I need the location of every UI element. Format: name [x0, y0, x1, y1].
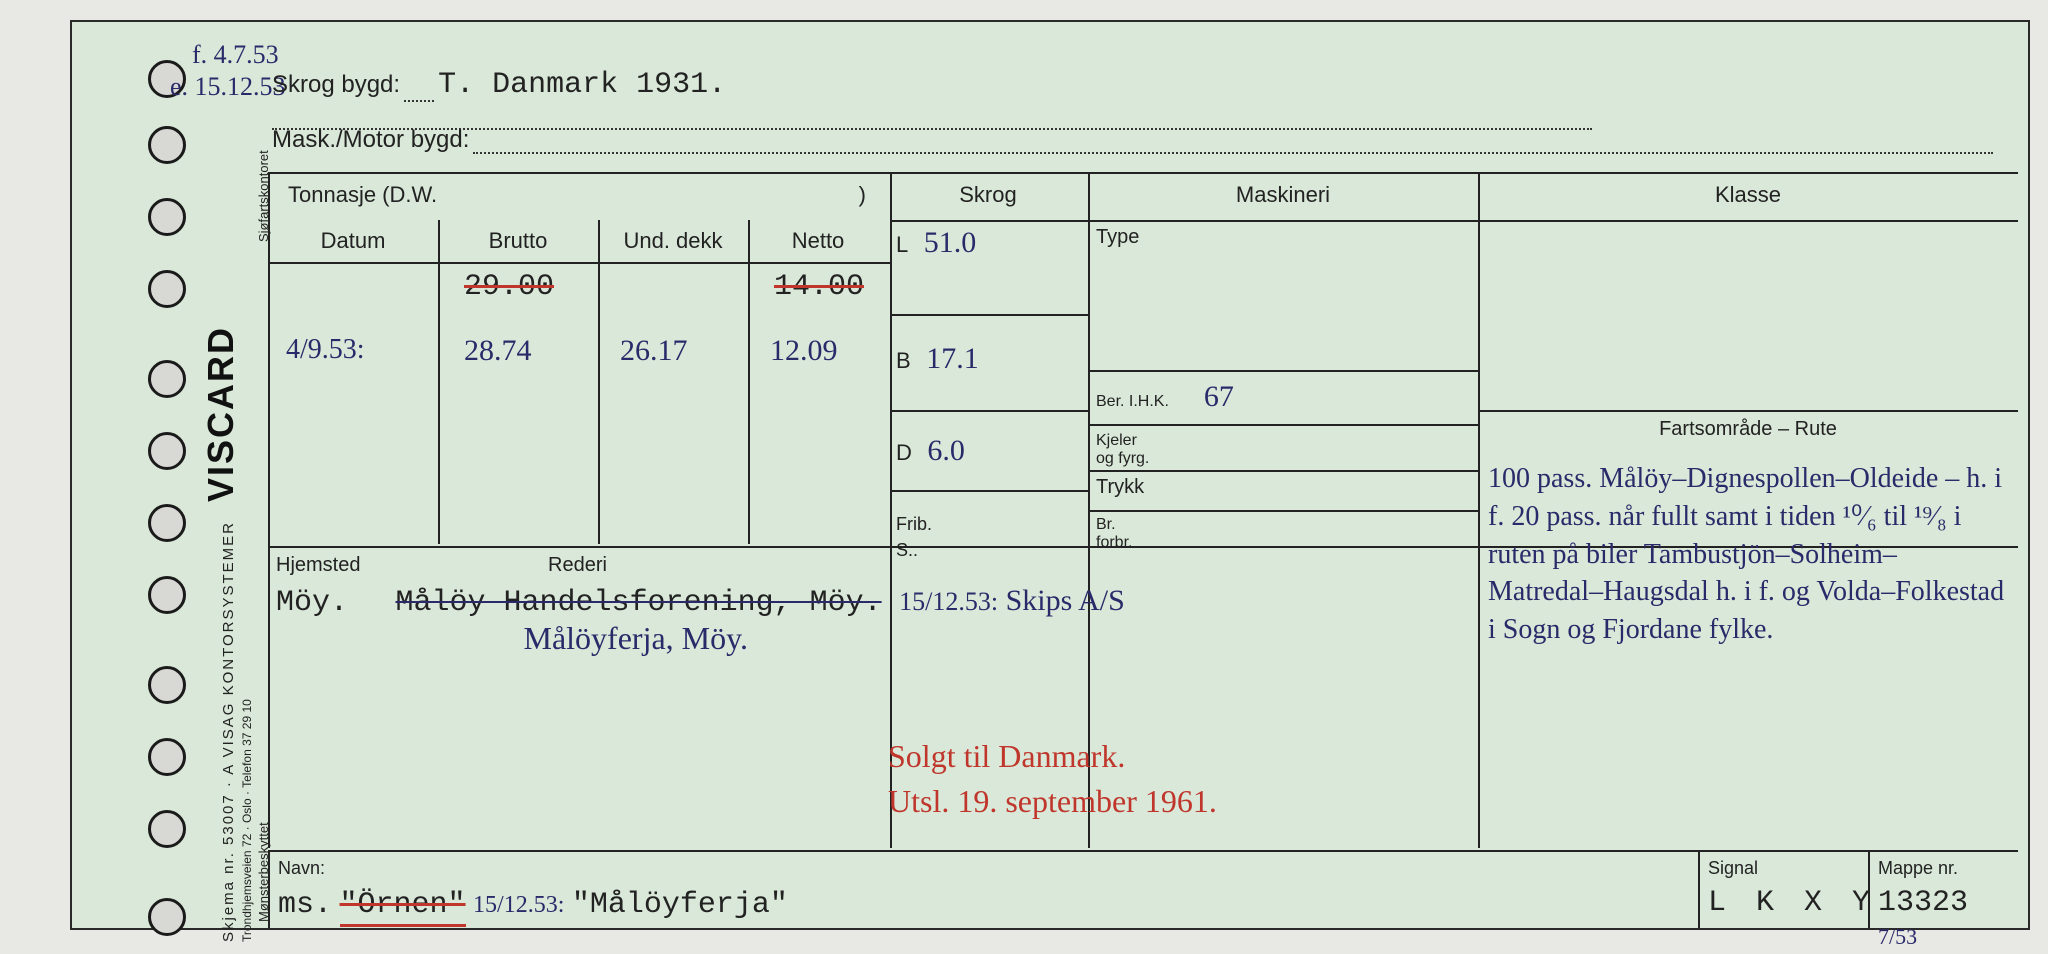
- header-motor-bygd: Mask./Motor bygd:: [272, 126, 2008, 154]
- rederi-note-date: 15/12.53:: [899, 587, 998, 616]
- navn-change-date: 15/12.53:: [473, 892, 564, 918]
- mappe-label: Mappe nr.: [1878, 858, 1958, 879]
- col-datum: Datum: [268, 228, 438, 254]
- skrog-title: Skrog: [898, 182, 1078, 208]
- sold-note: Solgt til Danmark. Utsl. 19. september 1…: [888, 734, 1217, 824]
- margin-line-2: Trondhjemsveien 72 · Oslo · Telefon 37 2…: [240, 699, 254, 942]
- navn-new: "Målöyferja": [572, 888, 788, 922]
- signal-value: L K X Y: [1708, 886, 1876, 920]
- left-margin: VISCARD Skjema nr. 53007 · A VISAG KONTO…: [198, 62, 258, 942]
- header-skrog-bygd: Skrog bygd: T. Danmark 1931.: [272, 68, 2008, 130]
- main-grid: Tonnasje (D.W. ) Datum Brutto Und. dekk …: [268, 172, 2018, 848]
- rederi-note-text: Skips A/S: [1006, 584, 1125, 617]
- rederi-line2: Målöyferja, Möy.: [524, 620, 749, 656]
- netto-1: 12.09: [770, 334, 838, 368]
- hjemsted-value: Möy.: [276, 586, 348, 620]
- skrog-B-value: 17.1: [926, 342, 979, 375]
- punch-hole: [148, 576, 186, 614]
- index-card: VISCARD Skjema nr. 53007 · A VISAG KONTO…: [70, 20, 2030, 930]
- punch-hole: [148, 666, 186, 704]
- top-handwritten-note-2: e. 15.12.53: [170, 72, 286, 102]
- hjemsted-label: Hjemsted: [276, 554, 360, 577]
- maskineri-type: Type: [1096, 226, 1476, 249]
- navn-old: "Örnen": [340, 888, 466, 927]
- punch-hole: [148, 270, 186, 308]
- fartsomrade-text: 100 pass. Målöy–Dignespollen–Oldeide – h…: [1488, 460, 2008, 649]
- navn-value: ms. "Örnen" 15/12.53: "Målöyferja": [278, 886, 788, 922]
- punch-hole: [148, 198, 186, 236]
- skrog-bygd-value: T. Danmark 1931.: [438, 68, 726, 102]
- maskineri-title: Maskineri: [1098, 182, 1468, 208]
- sold-line-1: Solgt til Danmark.: [888, 734, 1217, 779]
- brand-logo: VISCARD: [200, 326, 242, 502]
- tonnasje-row-1: 4/9.53: 28.74 26.17 12.09: [268, 334, 890, 394]
- punch-hole: [148, 810, 186, 848]
- punch-hole: [148, 504, 186, 542]
- maskineri-br: Br. forbr.: [1096, 516, 1476, 552]
- punch-hole: [148, 738, 186, 776]
- top-handwritten-note-1: f. 4.7.53: [192, 40, 279, 70]
- punch-hole: [148, 126, 186, 164]
- hjemsted-rederi-body: Möy. Målöy Handelsforening, Möy. 15/12.5…: [276, 584, 1278, 657]
- col-netto: Netto: [748, 228, 888, 254]
- signal-label: Signal: [1708, 858, 1758, 879]
- tonnasje-title: Tonnasje (D.W. ): [270, 182, 886, 208]
- col-und-dekk: Und. dekk: [598, 228, 748, 254]
- motor-bygd-label: Mask./Motor bygd:: [272, 126, 469, 153]
- tonnasje-columns: Datum Brutto Und. dekk Netto: [268, 220, 890, 264]
- netto-old: 14.00: [774, 270, 864, 304]
- skrog-D: D 6.0: [896, 434, 1086, 468]
- mappe-value: 13323 7/53: [1878, 886, 2018, 954]
- und-1: 26.17: [620, 334, 688, 368]
- rederi-label: Rederi: [548, 554, 607, 577]
- skrog-D-value: 6.0: [927, 434, 965, 467]
- maskineri-ihk: Ber. I.H.K. 67: [1096, 380, 1476, 414]
- fartsomrade-label: Fartsområde – Rute: [1488, 418, 2008, 441]
- maskineri-trykk: Trykk: [1096, 476, 1476, 499]
- navn-label: Navn:: [278, 858, 325, 879]
- punch-hole: [148, 360, 186, 398]
- ihk-value: 67: [1204, 380, 1234, 413]
- klasse-title: Klasse: [1488, 182, 2008, 208]
- rederi-old: Målöy Handelsforening, Möy.: [396, 586, 882, 620]
- skrog-bygd-label: Skrog bygd:: [272, 71, 400, 98]
- sold-line-2: Utsl. 19. september 1961.: [888, 779, 1217, 824]
- tonnasje-row-0: 29.00 14.00: [268, 270, 890, 330]
- skrog-L-value: 51.0: [924, 226, 977, 259]
- skrog-L: L 51.0: [896, 226, 1086, 260]
- tonnasje-body: 29.00 14.00 4/9.53: 28.74 26.17 12.09: [268, 264, 890, 544]
- punch-hole: [148, 432, 186, 470]
- skrog-B: B 17.1: [896, 342, 1086, 376]
- brutto-1: 28.74: [464, 334, 532, 368]
- brutto-old: 29.00: [464, 270, 554, 304]
- datum-1: 4/9.53:: [286, 334, 365, 366]
- skrog-frib: Frib. S.:: [896, 510, 1086, 562]
- margin-line-1: Skjema nr. 53007 · A VISAG KONTORSYSTEME…: [220, 521, 237, 942]
- maskineri-kjeler: Kjeler og fyrg.: [1096, 432, 1476, 468]
- col-brutto: Brutto: [438, 228, 598, 254]
- bottom-row: Navn: ms. "Örnen" 15/12.53: "Målöyferja"…: [268, 850, 2018, 928]
- punch-hole: [148, 898, 186, 936]
